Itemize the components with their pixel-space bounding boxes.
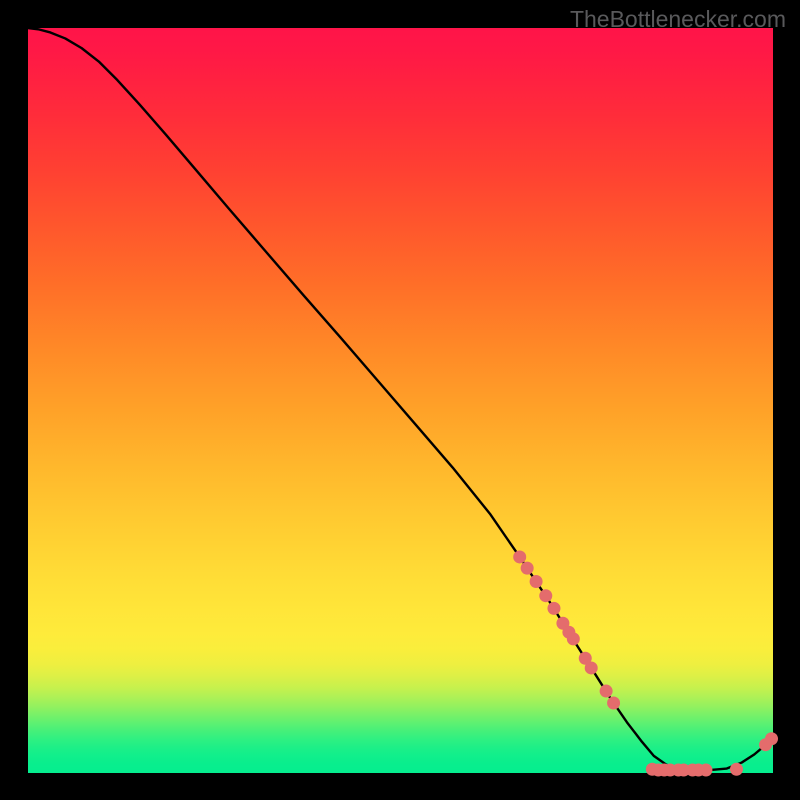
data-marker [547, 602, 560, 615]
chart-svg [0, 0, 800, 800]
data-marker [600, 685, 613, 698]
data-marker [539, 589, 552, 602]
data-marker [513, 550, 526, 563]
data-marker [521, 562, 534, 575]
data-marker [607, 696, 620, 709]
data-marker [567, 632, 580, 645]
chart-stage: TheBottlenecker.com [0, 0, 800, 800]
data-marker [699, 764, 712, 777]
data-marker [765, 732, 778, 745]
watermark-label: TheBottlenecker.com [570, 6, 786, 33]
data-marker [530, 575, 543, 588]
data-marker [730, 763, 743, 776]
data-marker [585, 661, 598, 674]
plot-background [28, 28, 773, 773]
